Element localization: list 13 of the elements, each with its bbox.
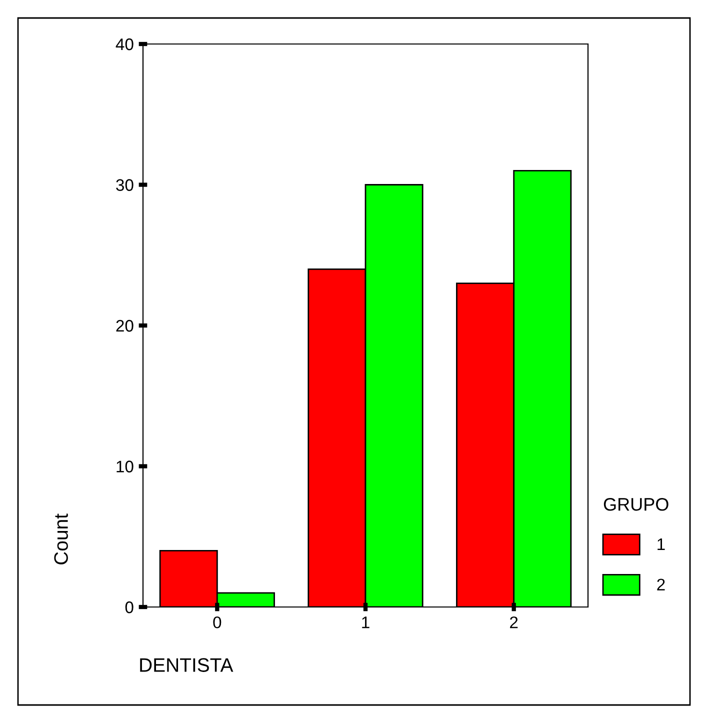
legend-title: GRUPO xyxy=(604,498,668,511)
y-axis-title: Count xyxy=(54,514,68,564)
y-tick-label: 0 xyxy=(125,601,134,614)
y-tick-label: 40 xyxy=(116,38,134,50)
x-tick-label: 1 xyxy=(362,616,370,628)
x-tick-label: 2 xyxy=(510,616,518,628)
legend-label: 2 xyxy=(657,578,665,590)
x-tick-label: 0 xyxy=(213,616,222,628)
y-tick-label: 30 xyxy=(116,179,134,191)
y-tick-label: 10 xyxy=(116,460,134,472)
y-tick-label: 20 xyxy=(116,320,134,332)
legend-label: 1 xyxy=(658,538,665,550)
x-axis-title: DENTISTA xyxy=(140,658,234,672)
